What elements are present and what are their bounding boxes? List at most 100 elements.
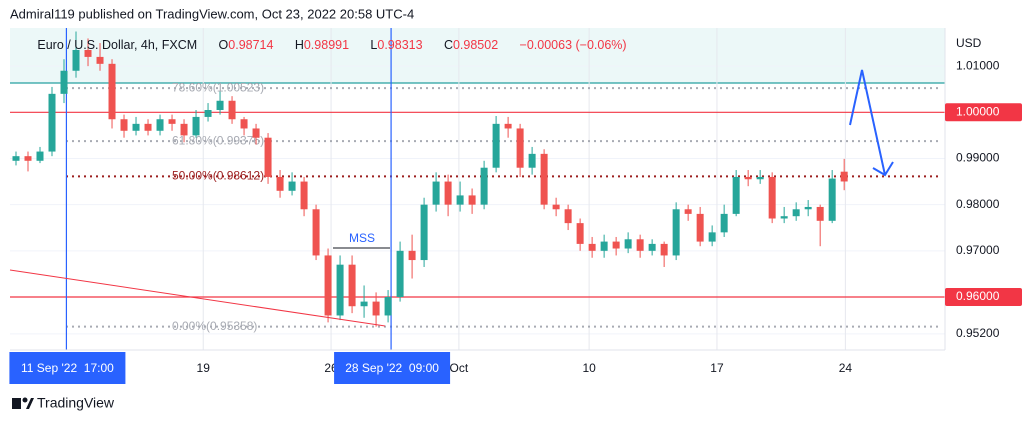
x-tick-label: 17 — [710, 361, 724, 375]
footer-logo: TradingView — [12, 395, 115, 411]
candle-body — [252, 128, 260, 138]
time-label: 28 Sep '22 09:00 — [345, 361, 439, 375]
candle-body — [744, 176, 752, 180]
ohlc-key: C — [444, 38, 453, 52]
level-label: 1.00000 — [956, 104, 1000, 118]
candle-body — [660, 243, 668, 256]
candle-body — [384, 296, 392, 316]
candle-body — [192, 116, 200, 136]
candle-body — [264, 137, 272, 177]
candle-body — [144, 123, 152, 131]
level-label: 0.96000 — [956, 289, 1000, 303]
candle-body — [780, 216, 788, 219]
candle-body — [444, 181, 452, 205]
header: Admiral119 published on TradingView.com,… — [10, 6, 414, 21]
shaded-zone — [10, 28, 945, 83]
time-tag — [9, 352, 126, 384]
ohlc-key: L — [370, 38, 377, 52]
candle-body — [96, 56, 104, 64]
candle-body — [108, 63, 116, 120]
candle-body — [540, 153, 548, 205]
candle-body — [84, 49, 92, 57]
candle-body — [756, 176, 764, 180]
candle-body — [552, 204, 560, 210]
drawings: MSS — [9, 69, 894, 327]
x-tick-label: 19 — [197, 361, 211, 375]
candle-body — [156, 119, 164, 131]
candle-body — [648, 243, 656, 251]
candle-body — [312, 209, 320, 256]
fib-label: 61.80%(0.99376) — [172, 133, 264, 147]
candle-body — [696, 213, 704, 242]
level-tag — [945, 103, 1022, 122]
candle-body — [732, 176, 740, 214]
candle-body — [708, 232, 716, 242]
candle-body — [588, 243, 596, 251]
y-tick-label: 0.97000 — [956, 243, 1000, 257]
trend-line — [9, 269, 386, 327]
ohlc-key: H — [295, 38, 304, 52]
fib-label: 0.00%(0.95358) — [172, 319, 257, 333]
candle-body — [72, 49, 80, 71]
arrow-head — [872, 161, 894, 177]
mss-label: MSS — [349, 231, 375, 245]
fib-label: 50.00%(0.98612) — [172, 169, 264, 183]
candle-body — [564, 209, 572, 224]
time-label: 11 Sep '22 17:00 — [21, 361, 114, 375]
candle-body — [180, 123, 188, 136]
symbol: Euro / U.S. Dollar, 4h, FXCM — [37, 38, 197, 52]
candle-body — [432, 181, 440, 205]
candle-body — [456, 195, 464, 205]
candle-body — [396, 250, 404, 297]
legend: Euro / U.S. Dollar, 4h, FXCM O0.98714 H0… — [20, 38, 637, 52]
candle-body — [672, 209, 680, 256]
candle-body — [408, 250, 416, 261]
candle-body — [240, 119, 248, 129]
candle-body — [132, 123, 140, 131]
ohlc-value: 0.98991 — [304, 38, 349, 52]
y-tick-label: 0.99000 — [956, 151, 1000, 165]
candle-body — [420, 204, 428, 261]
candle-body — [120, 119, 128, 131]
ohlc-key: O — [219, 38, 229, 52]
logo-mark — [12, 398, 21, 409]
footer: TradingView — [37, 395, 115, 411]
candle-body — [360, 301, 368, 307]
candle-body — [804, 206, 812, 210]
candle-body — [12, 156, 20, 161]
x-tick-label: Oct — [450, 361, 469, 375]
ohlc-value: 0.98714 — [228, 38, 273, 52]
candle-body — [504, 123, 512, 129]
currency: USD — [956, 36, 982, 50]
candle-body — [492, 123, 500, 168]
candle-body — [276, 176, 284, 191]
candle-body — [24, 156, 32, 161]
candle-body — [636, 239, 644, 251]
candle-body — [720, 213, 728, 233]
change: −0.00063 (−0.06%) — [520, 38, 627, 52]
level-tag — [945, 287, 1022, 306]
candle-body — [468, 195, 476, 205]
y-tick-label: 1.01000 — [956, 58, 1000, 72]
candle-body — [684, 209, 692, 214]
time-tag — [334, 352, 451, 384]
candle-body — [792, 209, 800, 217]
candle-body — [516, 128, 524, 168]
candle-body — [372, 301, 380, 316]
candle-body — [816, 206, 824, 221]
logo-mark — [22, 397, 28, 403]
candle-body — [288, 181, 296, 191]
logo-mark — [26, 398, 34, 409]
candle-body — [624, 239, 632, 249]
candle-body — [336, 264, 344, 316]
ohlc-value: 0.98502 — [453, 38, 498, 52]
y-tick-label: 0.95200 — [956, 326, 1000, 340]
candle-body — [228, 100, 236, 120]
candle-body — [612, 241, 620, 249]
candle-body — [216, 100, 224, 111]
candle-body — [204, 110, 212, 117]
x-tick-label: 10 — [582, 361, 596, 375]
fib-label: 78.60%(1.00523) — [172, 80, 264, 94]
x-tick-label: 24 — [839, 361, 853, 375]
